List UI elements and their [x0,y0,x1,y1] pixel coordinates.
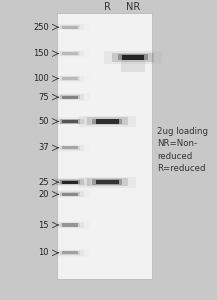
Bar [62,95,78,99]
Text: 75: 75 [38,93,49,102]
Bar [51,221,90,229]
Bar [62,146,78,149]
Bar [51,190,90,198]
Bar [51,117,90,125]
Bar [51,75,90,83]
Bar [51,249,90,257]
Bar [56,51,84,56]
Bar [62,120,78,123]
Bar [60,119,81,124]
Bar [62,224,78,226]
Bar [79,176,136,188]
Bar [79,116,136,127]
Bar [60,146,81,150]
Bar [51,178,90,186]
Bar [92,179,122,185]
Bar [60,180,81,184]
Text: R: R [104,2,111,12]
Bar [60,223,81,227]
Bar [62,251,78,254]
Bar [60,192,81,197]
Text: 25: 25 [38,178,49,187]
Text: 150: 150 [33,49,49,58]
Bar [56,76,84,82]
Bar [62,26,78,29]
Bar [51,23,90,31]
Text: 15: 15 [38,220,49,230]
Bar [121,59,145,72]
Bar [60,52,81,56]
Bar [56,24,84,30]
Text: 20: 20 [38,190,49,199]
Bar [96,119,119,124]
Bar [62,181,78,184]
Bar [60,251,81,255]
Bar [96,180,119,184]
Bar [56,250,84,256]
Bar [51,144,90,152]
Bar [60,76,81,81]
Text: 100: 100 [33,74,49,83]
Bar [56,179,84,185]
Bar [87,178,128,186]
Text: 50: 50 [38,117,49,126]
Bar [56,94,84,100]
Text: NR: NR [126,2,140,12]
Bar [62,52,78,55]
Bar [56,191,84,197]
Bar [60,25,81,29]
Text: 250: 250 [33,22,49,32]
Text: 2ug loading
NR=Non-
reduced
R=reduced: 2ug loading NR=Non- reduced R=reduced [157,127,208,173]
Bar [122,55,145,60]
Bar [51,50,90,58]
Bar [60,95,81,99]
Bar [112,52,154,62]
Bar [87,117,128,125]
Bar [62,77,78,80]
Bar [92,118,122,124]
Bar [62,193,78,196]
Bar [51,93,90,101]
Bar [104,51,162,64]
Text: 10: 10 [38,248,49,257]
Text: 37: 37 [38,143,49,152]
Bar [56,222,84,228]
Bar [57,13,152,279]
Bar [56,118,84,124]
Bar [118,54,148,61]
Bar [56,145,84,151]
